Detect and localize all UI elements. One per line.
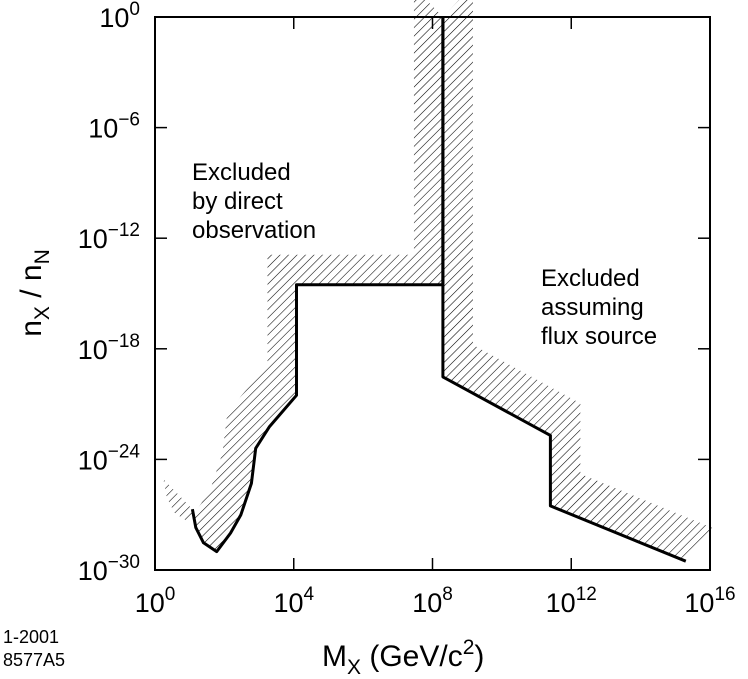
annotation-line: by direct bbox=[192, 188, 283, 215]
y-tick-label: 10−12 bbox=[78, 220, 140, 254]
y-tick-base: 10 bbox=[78, 224, 108, 254]
x-tick-label: 104 bbox=[273, 584, 314, 618]
y-tick-label: 10−24 bbox=[78, 441, 141, 475]
y-tick-exp: −6 bbox=[118, 110, 140, 131]
x-tick-exp: 16 bbox=[714, 584, 735, 605]
x-label-unit-sup: 2 bbox=[463, 636, 475, 659]
x-tick-label: 100 bbox=[135, 584, 176, 618]
y-tick-label: 100 bbox=[99, 0, 140, 33]
x-tick-base: 10 bbox=[412, 588, 442, 618]
x-tick-exp: 8 bbox=[442, 584, 453, 605]
x-axis-label: MX (GeV/c2) bbox=[322, 636, 484, 679]
x-tick-base: 10 bbox=[135, 588, 165, 618]
limit-curve-flux-source-limit bbox=[441, 17, 687, 563]
x-tick-base: 10 bbox=[273, 588, 303, 618]
x-tick-label: 1016 bbox=[684, 584, 735, 618]
x-tick-base: 10 bbox=[546, 588, 576, 618]
y-tick-base: 10 bbox=[78, 556, 108, 586]
y-tick-base: 10 bbox=[78, 445, 108, 475]
x-tick-base: 10 bbox=[684, 588, 714, 618]
y-label-b-sub: N bbox=[31, 249, 54, 264]
y-tick-exp: −18 bbox=[108, 331, 140, 352]
y-tick-base: 10 bbox=[78, 335, 108, 365]
y-label-a-sub: X bbox=[31, 306, 54, 320]
annotation-line: assuming bbox=[541, 294, 644, 321]
annotation-line: flux source bbox=[541, 323, 657, 350]
y-tick-label: 10−18 bbox=[78, 331, 140, 365]
y-tick-base: 10 bbox=[99, 3, 129, 33]
x-axis-ticks: 100 104 108 1012 1016 bbox=[135, 17, 736, 618]
y-tick-exp: 0 bbox=[129, 0, 140, 20]
y-label-a: n bbox=[15, 320, 48, 337]
x-label-unit-pre: (GeV/c bbox=[361, 640, 463, 673]
limit-curve-direct-observation-limit bbox=[190, 17, 445, 554]
x-tick-exp: 4 bbox=[303, 584, 314, 605]
figure-code-line-2: 8577A5 bbox=[3, 650, 65, 670]
y-tick-exp: −12 bbox=[108, 220, 140, 241]
y-tick-base: 10 bbox=[88, 114, 118, 144]
y-tick-label: 10−6 bbox=[88, 110, 140, 144]
y-tick-label: 10−30 bbox=[78, 552, 140, 586]
y-tick-exp: −30 bbox=[108, 552, 140, 573]
flux-source-band bbox=[442, 0, 716, 562]
y-label-sep: / n bbox=[15, 264, 48, 306]
x-label-unit-post: ) bbox=[474, 640, 484, 673]
y-axis-label: nX / nN bbox=[15, 249, 54, 337]
annotation-line: Excluded bbox=[192, 159, 291, 186]
direct-observation-band bbox=[163, 0, 443, 552]
x-label-main: M bbox=[322, 640, 347, 673]
excluded-region-hatching bbox=[163, 0, 716, 562]
x-tick-exp: 0 bbox=[165, 584, 176, 605]
x-tick-label: 1012 bbox=[546, 584, 597, 618]
limit-curves bbox=[190, 17, 687, 563]
x-tick-exp: 12 bbox=[576, 584, 597, 605]
x-tick-label: 108 bbox=[412, 584, 453, 618]
annotation-line: Excluded bbox=[541, 265, 640, 292]
y-tick-exp: −24 bbox=[108, 441, 141, 462]
annotation-line: observation bbox=[192, 217, 316, 244]
figure-code-line-1: 1-2001 bbox=[3, 627, 59, 647]
x-label-sub: X bbox=[347, 656, 361, 679]
